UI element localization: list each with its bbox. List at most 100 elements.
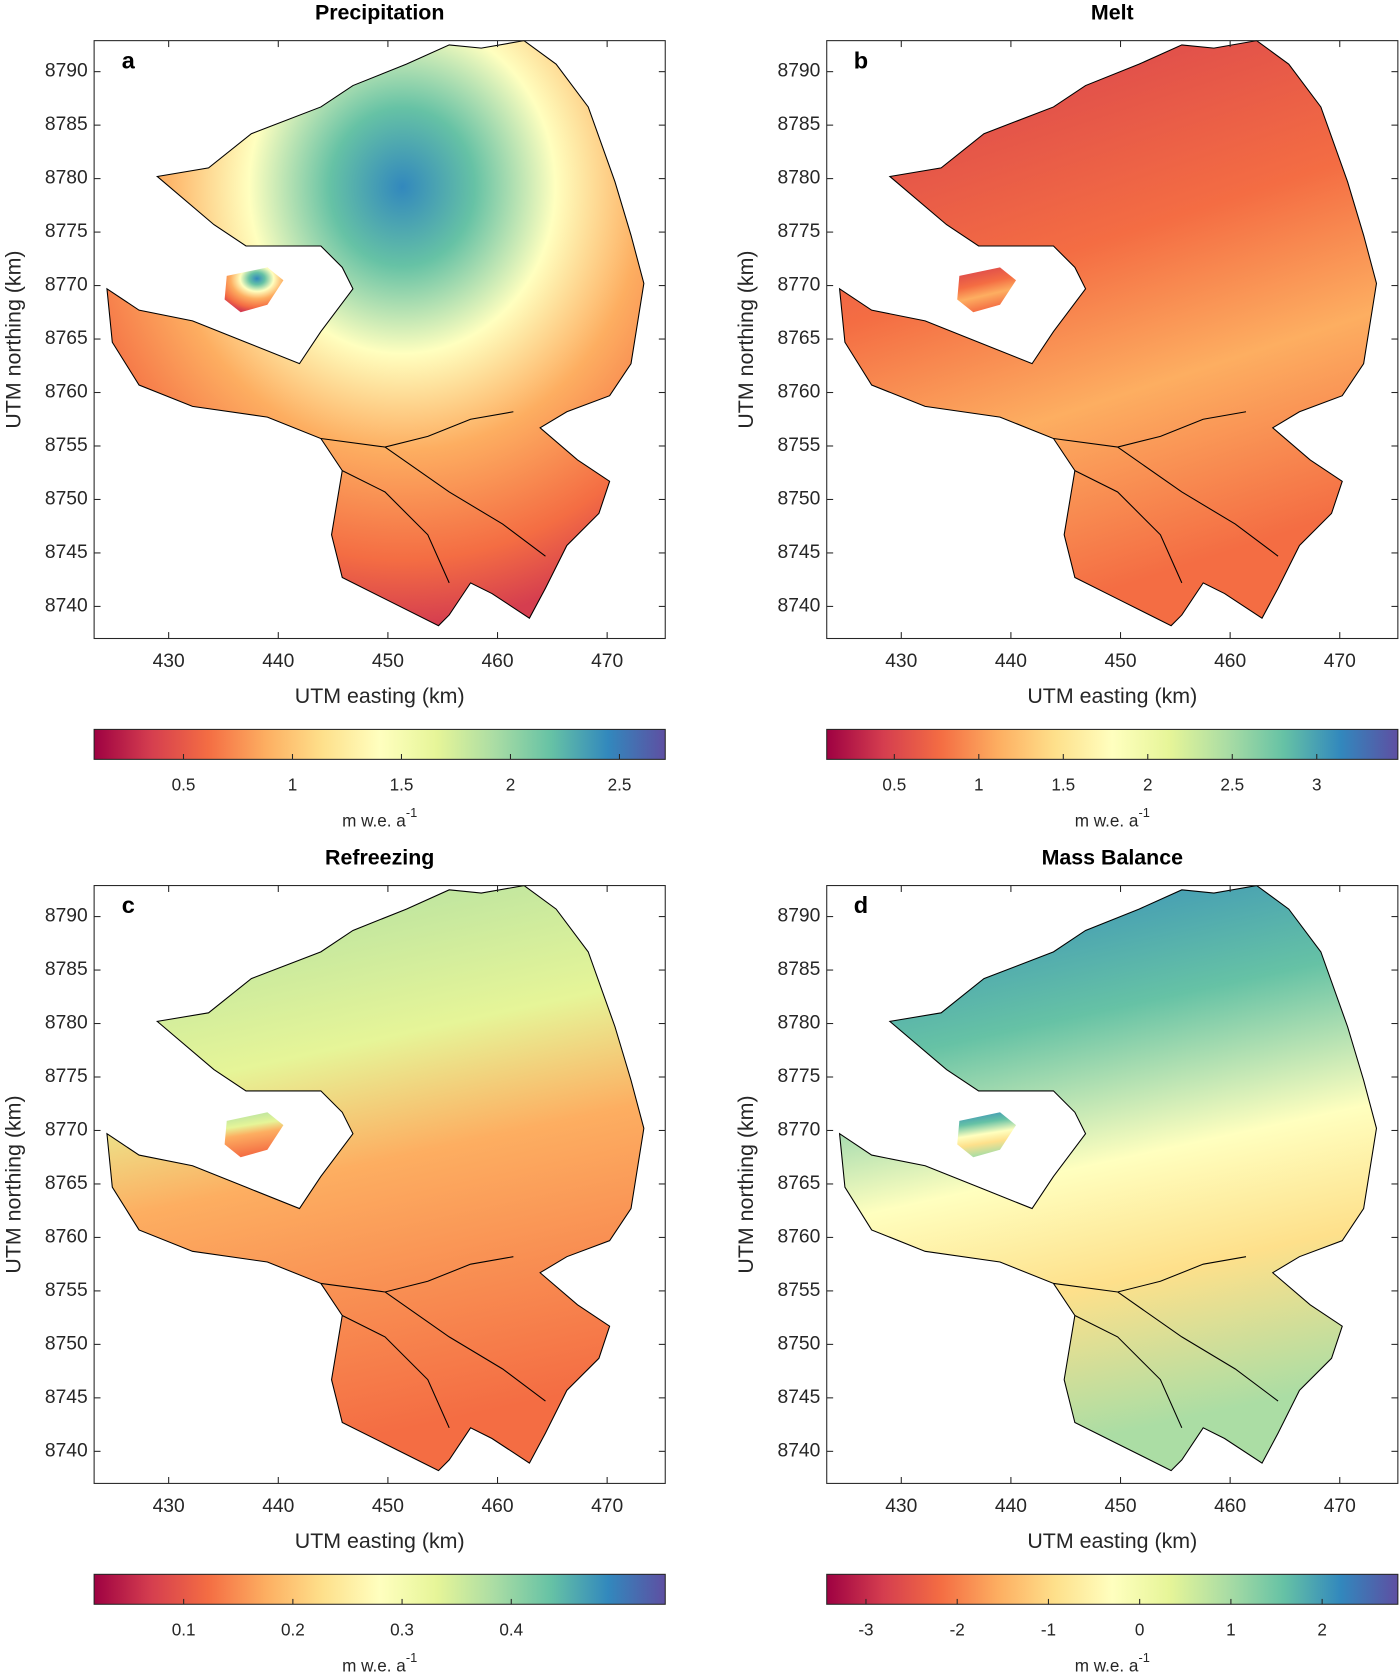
colorbar-label: m w.e. a-1 — [1075, 805, 1150, 830]
colorbar — [826, 1573, 1399, 1605]
x-tick-label: 470 — [1324, 1496, 1356, 1517]
panel-label: d — [854, 892, 868, 918]
colorbar-tick-label: 2 — [1143, 776, 1153, 795]
y-tick-label: 8770 — [777, 275, 820, 296]
y-tick-label: 8780 — [777, 1013, 820, 1034]
colorbar-tick-label: 0.2 — [281, 1621, 305, 1640]
y-tick-label: 8755 — [777, 1280, 820, 1301]
y-tick-label: 8790 — [45, 906, 88, 927]
y-tick-label: 8740 — [45, 595, 88, 616]
colorbar-label: m w.e. a-1 — [342, 805, 417, 830]
y-axis-label: UTM northing (km) — [2, 1095, 26, 1273]
y-tick-label: 8785 — [777, 959, 820, 980]
y-tick-label: 8775 — [45, 221, 88, 242]
y-tick-label: 8765 — [45, 1173, 88, 1194]
map-field — [839, 885, 1378, 1472]
x-tick-label: 430 — [153, 651, 185, 672]
x-tick-label: 440 — [995, 651, 1027, 672]
y-tick-label: 8765 — [777, 1173, 820, 1194]
y-axis-label: UTM northing (km) — [2, 250, 26, 428]
y-tick-label: 8770 — [777, 1120, 820, 1141]
colorbar-tick-label: -2 — [950, 1621, 965, 1640]
y-tick-label: 8745 — [777, 1387, 820, 1408]
colorbar-label-exponent: -1 — [1138, 805, 1149, 820]
colorbar-tick-label: 0.5 — [172, 776, 196, 795]
colorbar-tick-label: 2 — [506, 776, 516, 795]
colorbar-tick-label: 0.3 — [390, 1621, 414, 1640]
x-axis-label: UTM easting (km) — [1027, 1529, 1197, 1553]
x-tick-label: 460 — [1214, 651, 1246, 672]
map-field — [106, 885, 645, 1472]
panel-title: Refreezing — [325, 845, 434, 869]
colorbar-tick-label: 2 — [1317, 1621, 1327, 1640]
colorbar-tick-label: 0.1 — [172, 1621, 196, 1640]
colorbar-tick-label: 2.5 — [1220, 776, 1244, 795]
y-tick-label: 8775 — [777, 221, 820, 242]
panel-title: Precipitation — [315, 1, 444, 25]
colorbar-tick-label: 0.5 — [882, 776, 906, 795]
colorbar-tick-label: 1.5 — [1051, 776, 1075, 795]
y-tick-label: 8745 — [777, 542, 820, 563]
colorbar-tick-label: 0.4 — [499, 1621, 523, 1640]
colorbar-label-text: m w.e. a — [342, 1656, 406, 1675]
y-tick-label: 8760 — [777, 382, 820, 403]
y-tick-label: 8755 — [45, 435, 88, 456]
colorbar — [93, 1573, 666, 1605]
panel-label: c — [122, 892, 135, 918]
colorbar-label: m w.e. a-1 — [1075, 1650, 1150, 1675]
y-tick-label: 8750 — [45, 1333, 88, 1354]
y-tick-label: 8740 — [777, 1440, 820, 1461]
x-tick-label: 450 — [1104, 651, 1136, 672]
y-tick-label: 8760 — [777, 1227, 820, 1248]
y-tick-label: 8785 — [777, 114, 820, 135]
x-tick-label: 440 — [995, 1496, 1027, 1517]
y-tick-label: 8790 — [777, 906, 820, 927]
y-tick-label: 8755 — [45, 1280, 88, 1301]
colorbar-label-exponent: -1 — [406, 805, 417, 820]
y-tick-label: 8740 — [45, 1440, 88, 1461]
panel-title: Melt — [1091, 1, 1134, 25]
map-field — [106, 40, 645, 627]
y-tick-label: 8780 — [777, 168, 820, 189]
y-tick-label: 8775 — [777, 1066, 820, 1087]
colorbar — [826, 728, 1399, 760]
x-axis-label: UTM easting (km) — [295, 1529, 465, 1553]
y-tick-label: 8770 — [45, 275, 88, 296]
panel-label: b — [854, 47, 868, 73]
x-tick-label: 460 — [481, 651, 513, 672]
colorbar-tick-label: 1 — [1226, 1621, 1236, 1640]
x-axis-label: UTM easting (km) — [1027, 684, 1197, 708]
x-tick-label: 460 — [481, 1496, 513, 1517]
colorbar-label-exponent: -1 — [406, 1650, 417, 1665]
colorbar-tick-label: 1 — [974, 776, 984, 795]
x-tick-label: 470 — [591, 1496, 623, 1517]
colorbar-tick-label: 3 — [1312, 776, 1322, 795]
x-tick-label: 430 — [153, 1496, 185, 1517]
colorbar-tick-label: 1 — [288, 776, 298, 795]
colorbar-tick-label: 0 — [1135, 1621, 1145, 1640]
x-tick-label: 440 — [262, 651, 294, 672]
x-axis-label: UTM easting (km) — [295, 684, 465, 708]
colorbar-label-text: m w.e. a — [1075, 1656, 1139, 1675]
y-tick-label: 8775 — [45, 1066, 88, 1087]
map-field — [839, 40, 1378, 627]
y-axis-label: UTM northing (km) — [734, 1095, 758, 1273]
x-tick-label: 460 — [1214, 1496, 1246, 1517]
x-tick-label: 450 — [1104, 1496, 1136, 1517]
y-tick-label: 8765 — [777, 328, 820, 349]
y-tick-label: 8770 — [45, 1120, 88, 1141]
y-tick-label: 8780 — [45, 1013, 88, 1034]
colorbar-label-exponent: -1 — [1138, 1650, 1149, 1665]
y-tick-label: 8750 — [777, 489, 820, 510]
y-tick-label: 8790 — [45, 61, 88, 82]
y-tick-label: 8780 — [45, 168, 88, 189]
y-tick-label: 8745 — [45, 1387, 88, 1408]
colorbar-tick-label: 2.5 — [608, 776, 632, 795]
colorbar-tick-label: 1.5 — [390, 776, 414, 795]
x-tick-label: 440 — [262, 1496, 294, 1517]
colorbar-tick-label: -1 — [1041, 1621, 1056, 1640]
x-tick-label: 450 — [372, 651, 404, 672]
colorbar-tick-label: -3 — [858, 1621, 873, 1640]
